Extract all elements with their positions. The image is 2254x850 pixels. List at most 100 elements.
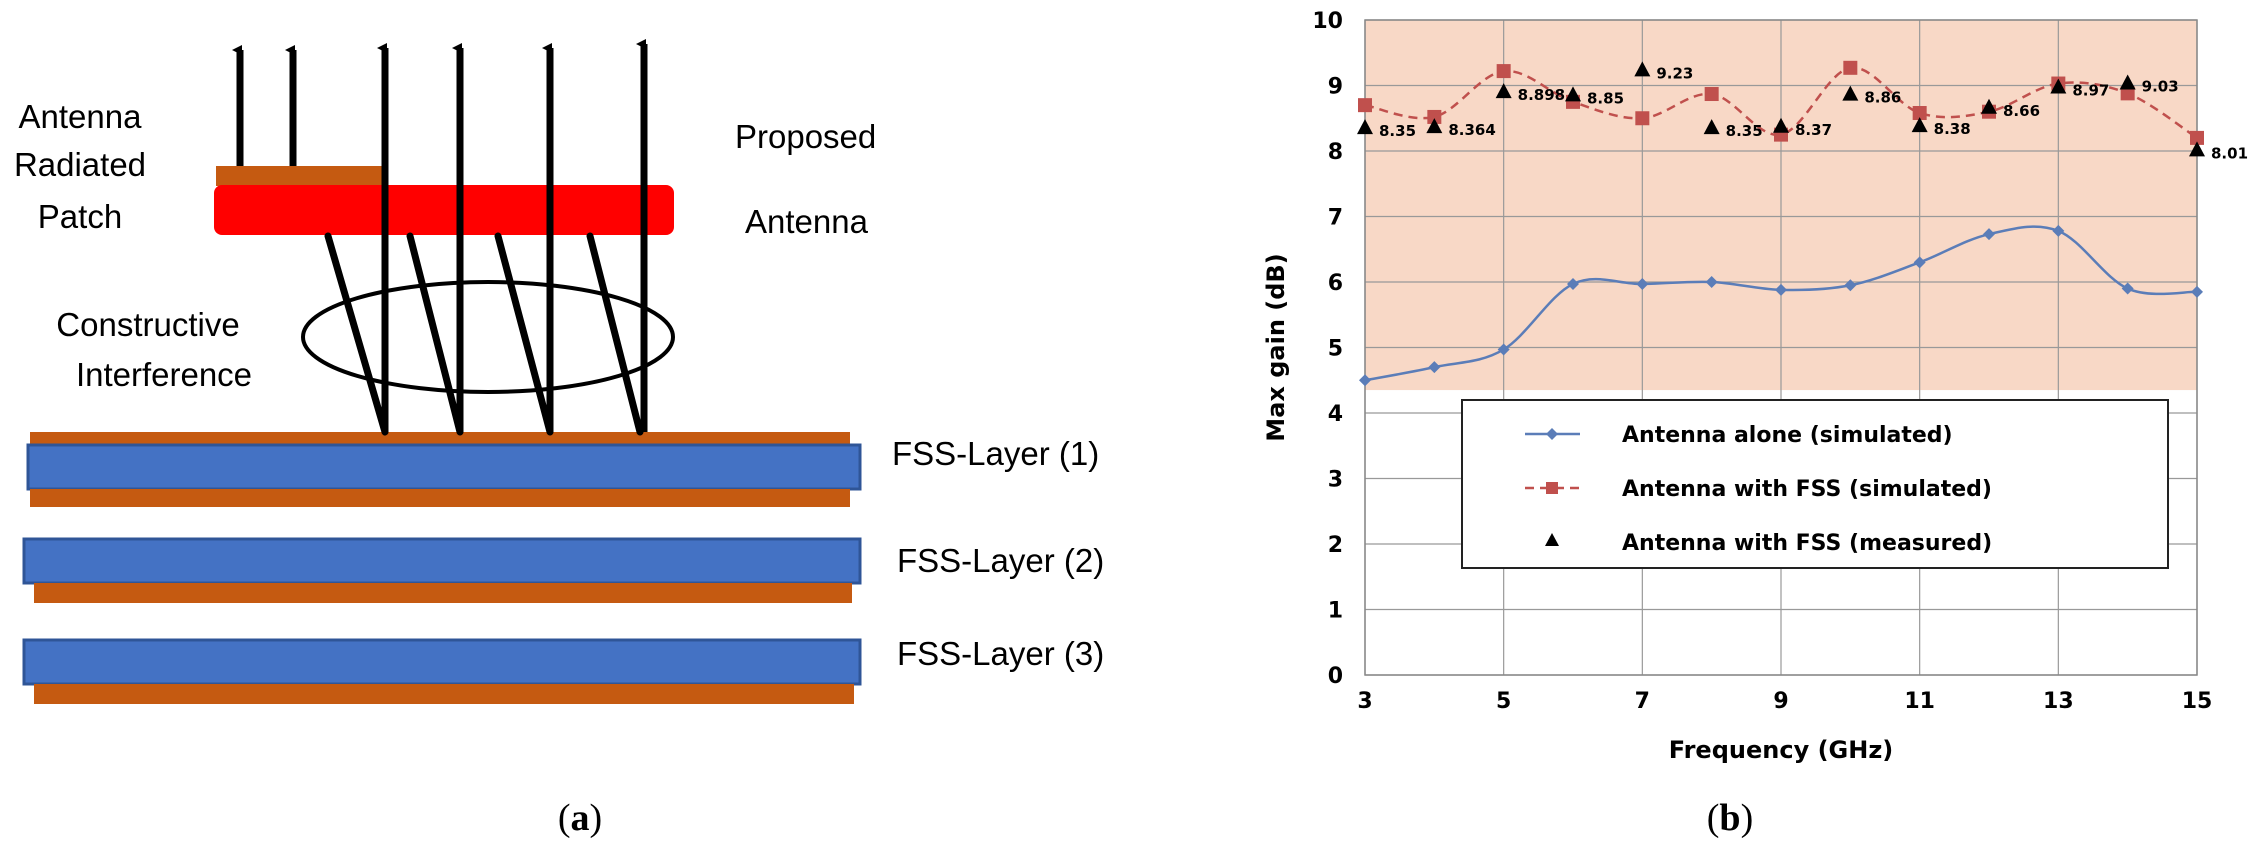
data-label: 8.37 <box>1795 121 1832 139</box>
data-point <box>2052 224 2065 237</box>
data-label: 8.66 <box>2003 102 2040 120</box>
data-label: 8.97 <box>2072 81 2109 99</box>
data-point <box>2121 282 2134 295</box>
panel-a-diagram: Antenna Radiated Patch Proposed Antenna … <box>14 39 1104 839</box>
label-fss-layer-2: FSS-Layer (2) <box>897 542 1104 579</box>
data-point <box>1703 119 1720 135</box>
x-tick-label: 11 <box>1904 689 1935 714</box>
data-point <box>1428 361 1441 374</box>
reflected-rays <box>324 232 644 436</box>
data-point <box>2189 141 2205 157</box>
legend-entry-3: Antenna with FSS (measured) <box>1545 531 1992 556</box>
data-point <box>2191 285 2203 298</box>
fss-layer-3-bottom-metal <box>34 684 854 704</box>
data-point <box>1497 343 1510 356</box>
data-point <box>1359 374 1371 387</box>
data-point <box>1635 111 1650 126</box>
plot-frame <box>1364 19 2198 676</box>
y-tick-label: 7 <box>1328 206 1343 231</box>
reflected-ray-1 <box>324 232 389 436</box>
fss-layer-3-substrate <box>22 638 862 686</box>
reflected-ray-3 <box>494 232 554 436</box>
radiated-patch <box>216 166 384 186</box>
x-tick-label: 3 <box>1357 689 1372 714</box>
data-point <box>1358 98 1372 113</box>
data-point <box>2050 78 2067 94</box>
x-axis-label: Frequency (GHz) <box>1669 736 1894 764</box>
caption-a-open: ( <box>558 797 571 839</box>
label-fss-layer-1: FSS-Layer (1) <box>892 435 1099 472</box>
x-tick-label: 5 <box>1496 689 1511 714</box>
label-interference: Interference <box>76 356 252 393</box>
legend: Antenna alone (simulated) Antenna with F… <box>1461 399 2169 569</box>
legend-marker-diamond <box>1546 428 1558 440</box>
data-point <box>1565 86 1581 102</box>
caption-a-close: ) <box>590 797 603 839</box>
legend-label-1: Antenna alone (simulated) <box>1622 423 1953 448</box>
caption-b-letter: b <box>1719 797 1740 839</box>
fss-layer-1-substrate <box>26 443 862 491</box>
data-point <box>1495 83 1512 99</box>
y-tick-labels: 0 1 2 3 4 5 6 7 8 9 10 <box>1312 9 1343 689</box>
data-point <box>1983 228 1995 241</box>
x-tick-labels: 3 5 7 9 11 13 15 <box>1357 689 2212 714</box>
y-tick-label: 1 <box>1328 599 1343 624</box>
reflected-ray-2 <box>406 232 464 436</box>
label-patch: Patch <box>38 198 122 235</box>
legend-label-2: Antenna with FSS (simulated) <box>1622 477 1992 502</box>
label-proposed: Proposed <box>735 118 876 155</box>
caption-b-close: ) <box>1741 797 1754 839</box>
data-point <box>1842 85 1859 101</box>
y-tick-label: 10 <box>1312 9 1343 34</box>
data-point <box>1567 277 1579 290</box>
data-point <box>1844 279 1857 292</box>
y-tick-label: 2 <box>1328 533 1343 558</box>
y-tick-label: 6 <box>1328 271 1343 296</box>
data-label: 8.38 <box>1934 120 1971 138</box>
label-radiated: Radiated <box>14 146 146 183</box>
x-tick-label: 7 <box>1635 689 1650 714</box>
caption-a: (a) <box>558 797 602 839</box>
data-label: 8.898 <box>1518 86 1565 104</box>
legend-entry-2: Antenna with FSS (simulated) <box>1525 477 1992 502</box>
x-tick-label: 15 <box>2182 689 2213 714</box>
data-point <box>1981 98 1997 114</box>
data-label: 8.364 <box>1448 121 1495 139</box>
y-tick-label: 4 <box>1328 402 1343 427</box>
fss-layer-2-substrate <box>22 537 862 585</box>
legend-box <box>1461 399 2169 569</box>
data-point <box>1912 106 1927 121</box>
radiation-arrows <box>232 39 648 432</box>
fss-layer-2 <box>22 537 862 603</box>
x-tick-label: 9 <box>1773 689 1788 714</box>
legend-marker-square <box>1546 482 1558 494</box>
fss-layer-3 <box>22 638 862 704</box>
caption-b: (b) <box>1707 797 1753 839</box>
data-point <box>1843 60 1858 75</box>
y-tick-label: 3 <box>1328 468 1343 493</box>
fss-layer-2-bottom-metal <box>34 583 852 603</box>
data-point <box>2120 86 2135 101</box>
data-label: 8.01 <box>2211 144 2248 162</box>
data-point <box>1911 117 1928 133</box>
y-tick-label: 5 <box>1328 337 1343 362</box>
y-tick-label: 9 <box>1328 75 1343 100</box>
data-label: 8.35 <box>1379 122 1416 140</box>
series-1 <box>1359 224 2203 387</box>
data-point <box>1634 61 1651 77</box>
proposed-antenna-body <box>214 185 674 235</box>
legend-marker-triangle <box>1545 533 1559 546</box>
data-point <box>1775 283 1787 296</box>
data-point <box>1773 117 1789 133</box>
y-tick-label: 0 <box>1328 664 1343 689</box>
data-label: 9.03 <box>2142 78 2179 96</box>
y-axis-label: Max gain (dB) <box>1262 253 1290 441</box>
caption-b-open: ( <box>1707 797 1720 839</box>
label-fss-layer-3: FSS-Layer (3) <box>897 635 1104 672</box>
series-3 <box>1357 61 2205 157</box>
data-point <box>2190 130 2204 145</box>
constructive-interference-ellipse <box>301 280 675 394</box>
label-antenna-right: Antenna <box>745 203 869 240</box>
